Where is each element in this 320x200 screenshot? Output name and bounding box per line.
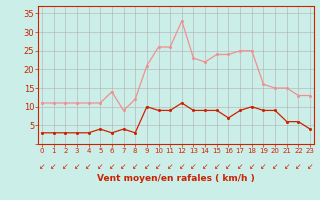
Text: ↙: ↙ [39,162,45,171]
Text: ↙: ↙ [144,162,150,171]
Text: ↙: ↙ [202,162,208,171]
Text: ↙: ↙ [167,162,173,171]
Text: ↙: ↙ [74,162,80,171]
Text: ↙: ↙ [132,162,138,171]
Text: ↙: ↙ [179,162,185,171]
X-axis label: Vent moyen/en rafales ( km/h ): Vent moyen/en rafales ( km/h ) [97,174,255,183]
Text: ↙: ↙ [214,162,220,171]
Text: ↙: ↙ [62,162,68,171]
Text: ↙: ↙ [237,162,243,171]
Text: ↙: ↙ [307,162,313,171]
Text: ↙: ↙ [295,162,302,171]
Text: ↙: ↙ [120,162,127,171]
Text: ↙: ↙ [109,162,115,171]
Text: ↙: ↙ [155,162,162,171]
Text: ↙: ↙ [272,162,278,171]
Text: ↙: ↙ [85,162,92,171]
Text: ↙: ↙ [260,162,267,171]
Text: ↙: ↙ [50,162,57,171]
Text: ↙: ↙ [190,162,197,171]
Text: ↙: ↙ [97,162,103,171]
Text: ↙: ↙ [284,162,290,171]
Text: ↙: ↙ [225,162,232,171]
Text: ↙: ↙ [249,162,255,171]
